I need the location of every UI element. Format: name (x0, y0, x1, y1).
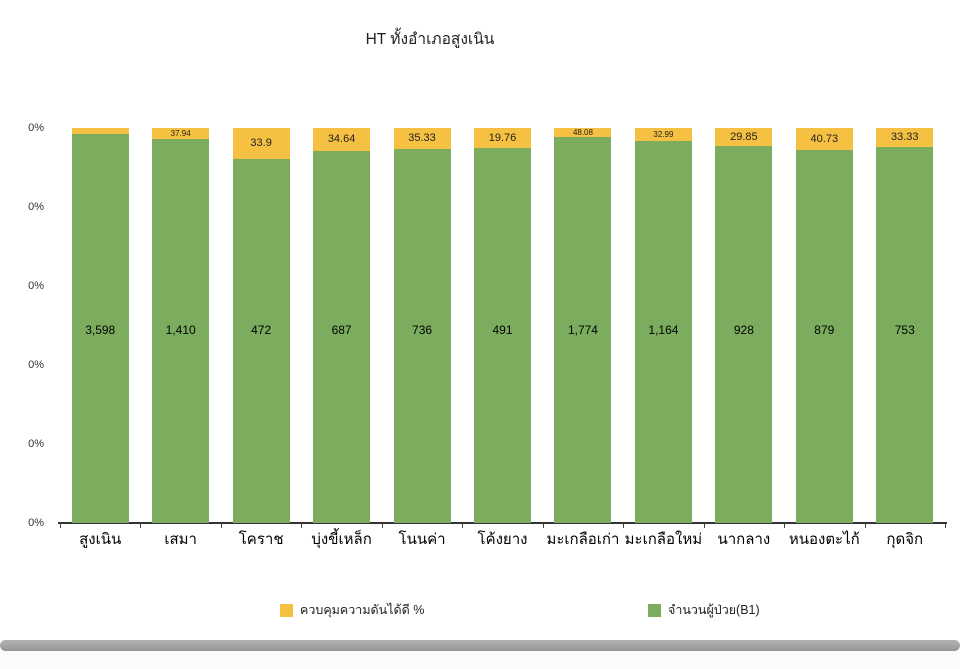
x-axis-label: มะเกลือใหม่ (624, 531, 703, 548)
bar-count-label: 1,774 (567, 323, 598, 337)
bar-percent-label: 33.9 (232, 128, 290, 159)
x-axis-label: โค้งยาง (477, 531, 528, 548)
bar-green-segment (795, 150, 853, 523)
x-axis-tick (703, 523, 705, 528)
x-axis-tick (140, 523, 142, 528)
bar: 32.99 1,164 (634, 128, 692, 523)
bar: 33.9 472 (232, 128, 290, 523)
legend-label-patient-count: จำนวนผู้ป่วย(B1) (668, 603, 760, 617)
x-axis-tick (381, 523, 383, 528)
bar-green-segment (152, 139, 210, 523)
bar-count-label: 1,164 (648, 323, 679, 337)
bar-green-segment (474, 148, 531, 523)
bar-percent-label: 37.94 (152, 128, 210, 139)
bar: 3,598 (71, 128, 129, 523)
bar-percent-label: 35.33 (393, 128, 451, 149)
legend-label-control-percent: ควบคุมความดันได้ดี % (300, 603, 425, 617)
bar: 48.08 1,774 (554, 128, 612, 523)
legend: ควบคุมความดันได้ดี % จำนวนผู้ป่วย(B1) (0, 600, 960, 617)
bar-percent-label: 29.85 (715, 128, 773, 146)
bar-percent-label: 33.33 (876, 128, 934, 147)
y-axis-tick-label: 0% (28, 280, 44, 292)
x-axis-tick (220, 523, 222, 528)
bar-count-label: 3,598 (85, 323, 116, 337)
bar: 33.33 753 (876, 128, 934, 523)
x-axis-tick (542, 523, 544, 528)
bar-green-segment (634, 141, 692, 523)
horizontal-scrollbar[interactable] (0, 640, 960, 651)
bar-percent-label: 48.08 (554, 128, 612, 137)
bar-count-label: 753 (894, 323, 915, 337)
bar: 37.94 1,410 (152, 128, 210, 523)
bar-count-label: 1,410 (165, 323, 196, 337)
bar-percent-label: 34.64 (313, 128, 371, 151)
x-axis-label: นากลาง (717, 531, 771, 548)
x-axis-label: โคราช (238, 531, 284, 548)
x-axis-tick (623, 523, 625, 528)
bar-percent-label: 19.76 (474, 128, 531, 148)
x-axis-label: เสมา (164, 531, 197, 548)
bar-green-segment (715, 146, 773, 523)
x-axis-label: บุ่งขี้เหล็ก (311, 531, 372, 548)
y-axis-tick-label: 0% (28, 201, 44, 213)
bar-count-label: 687 (331, 323, 352, 337)
bar-count-label: 879 (814, 323, 835, 337)
bar: 19.76 491 (474, 128, 531, 523)
x-axis-label: โนนค่า (398, 531, 446, 548)
bar-percent-label: 40.73 (795, 128, 853, 150)
bar-green-segment (232, 159, 290, 523)
bar: 34.64 687 (313, 128, 371, 523)
x-axis-label: กุดจิก (886, 531, 924, 548)
x-axis-tick (301, 523, 303, 528)
bar-count-label: 736 (412, 323, 433, 337)
x-axis-tick (60, 523, 61, 528)
bar: 29.85 928 (715, 128, 773, 523)
legend-swatch-yellow (280, 603, 293, 617)
plot-area: 3,598 37.94 1,410 33.9 472 34.64 687 35.33 736 19… (58, 128, 947, 524)
bar-percent-label (71, 128, 129, 134)
x-axis-tick (945, 523, 946, 528)
legend-item-control-percent: ควบคุมความดันได้ดี % (280, 600, 424, 620)
bar-count-label: 928 (733, 323, 754, 337)
y-axis-tick-label: 0% (28, 517, 44, 529)
y-axis-tick-label: 0% (28, 359, 44, 371)
bar-green-segment (393, 149, 451, 523)
legend-item-patient-count: จำนวนผู้ป่วย(B1) (648, 600, 760, 620)
bar: 35.33 736 (393, 128, 451, 523)
bar-green-segment (313, 151, 371, 523)
y-axis-tick-label: 0% (28, 122, 44, 134)
chart-title: HT ทั้งอำเภอสูงเนิน (365, 31, 495, 48)
x-axis-label: สูงเนิน (79, 531, 122, 548)
bar-green-segment (554, 137, 612, 523)
x-axis-tick (864, 523, 866, 528)
bar: 40.73 879 (795, 128, 853, 523)
x-axis-tick (784, 523, 786, 528)
bar-count-label: 472 (251, 323, 272, 337)
bar-green-segment (876, 147, 934, 523)
x-axis-tick (462, 523, 464, 528)
x-axis-line (58, 522, 947, 524)
x-axis-label: มะเกลือเก่า (546, 531, 620, 548)
bar-green-segment (71, 134, 129, 523)
bar-count-label: 491 (492, 323, 513, 337)
legend-swatch-green (648, 603, 661, 617)
y-axis-tick-label: 0% (28, 438, 44, 450)
x-axis-label: หนองตะไก้ (788, 531, 860, 548)
window-bottom-edge (0, 651, 960, 669)
bar-percent-label: 32.99 (634, 128, 692, 141)
